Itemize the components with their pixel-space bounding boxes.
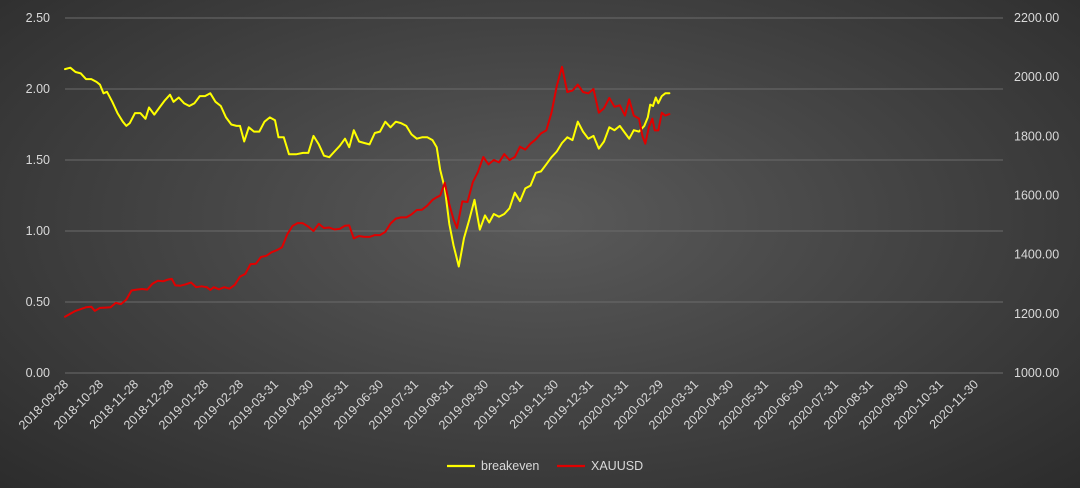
right-tick-label: 1800.00 (1014, 129, 1059, 143)
left-tick-label: 0.50 (26, 295, 50, 309)
right-tick-label: 1000.00 (1014, 366, 1059, 380)
right-axis-tick-labels: 1000.00 1200.00 1400.00 1600.00 1800.00 2000.… (1014, 11, 1059, 380)
right-tick-label: 1200.00 (1014, 307, 1059, 321)
right-tick-label: 2000.00 (1014, 70, 1059, 84)
right-tick-label: 1400.00 (1014, 248, 1059, 262)
right-tick-label: 2200.00 (1014, 11, 1059, 25)
legend: breakeven XAUUSD (447, 459, 643, 473)
legend-label: XAUUSD (591, 459, 643, 473)
legend-label: breakeven (481, 459, 539, 473)
right-tick-label: 1600.00 (1014, 189, 1059, 203)
series-lines (64, 65, 671, 318)
x-axis-tick-labels: 2018-09-282018-10-282018-11-282018-12-28… (16, 377, 981, 432)
series-line-breakeven (64, 66, 671, 268)
left-tick-label: 2.50 (26, 11, 50, 25)
left-tick-label: 2.00 (26, 82, 50, 96)
left-tick-label: 1.50 (26, 153, 50, 167)
gridlines (65, 17, 1003, 374)
series-line-xauusd (64, 65, 671, 318)
left-axis-tick-labels: 0.00 0.50 1.00 1.50 2.00 2.50 (26, 11, 50, 380)
left-tick-label: 0.00 (26, 366, 50, 380)
left-tick-label: 1.00 (26, 224, 50, 238)
